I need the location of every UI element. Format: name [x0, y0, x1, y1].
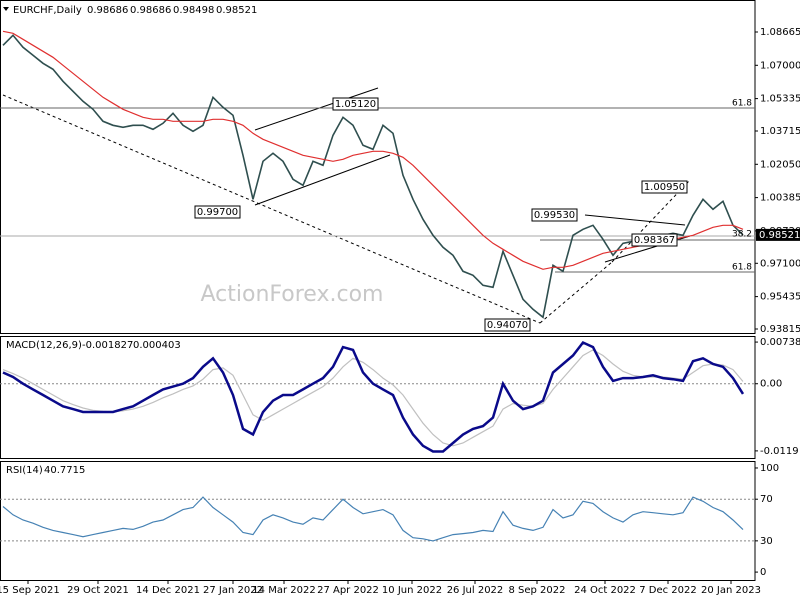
series-line [2, 340, 745, 453]
macd-title: MACD(12,26,9) [6, 340, 82, 351]
annotation-label: 1.00950 [644, 182, 685, 193]
trendline [2, 94, 541, 324]
header-value: -0.001827 [82, 340, 133, 351]
series-line [2, 34, 744, 319]
header-value: 0.98498 [173, 5, 214, 16]
x-tick-label: 15 Sep 2021 [0, 585, 60, 596]
y-tick-label: 0 [760, 567, 766, 578]
series-line [2, 30, 744, 270]
annotation-box [531, 208, 578, 222]
watermark: ActionForex.com [201, 282, 384, 307]
x-tick-label: 10 Jun 2022 [382, 585, 442, 596]
y-tick-label: 0.95435 [760, 292, 800, 303]
header-value: 0.98686 [87, 5, 128, 16]
triangle-line [584, 214, 686, 226]
annotation-label: 0.99700 [197, 207, 238, 218]
fib-label: 61.8 [732, 263, 752, 273]
annotation-box [641, 180, 688, 194]
annotation-label: 0.99530 [534, 210, 575, 221]
series-line [2, 349, 744, 447]
y-tick-label: 30 [760, 536, 773, 547]
x-tick-label: 24 Oct 2022 [574, 585, 636, 596]
rsi-panel [0, 461, 756, 581]
fib-label: 61.8 [732, 99, 752, 109]
y-tick-label: 0.97100 [760, 258, 800, 269]
header-value: 0.000403 [133, 340, 181, 351]
x-tick-label: 20 Jan 2023 [701, 585, 761, 596]
x-tick-label: 27 Jan 2022 [203, 585, 263, 596]
y-tick-label: 1.03715 [760, 126, 800, 137]
annotation-label: 1.05120 [335, 99, 376, 110]
x-tick-label: 14 Mar 2022 [252, 585, 315, 596]
annotation-label: 0.94070 [487, 320, 528, 331]
fib-label: 38.2 [732, 230, 752, 240]
y-tick-label: 1.05335 [760, 94, 800, 105]
series-line [2, 496, 744, 542]
x-tick-label: 7 Dec 2022 [639, 585, 697, 596]
symbol-title: EURCHF,Daily [13, 5, 82, 16]
x-tick-label: 26 Jul 2022 [447, 585, 504, 596]
x-tick-label: 14 Dec 2021 [136, 585, 200, 596]
y-tick-label: 0.00 [760, 379, 782, 390]
y-tick-label: 1.02050 [760, 159, 800, 170]
y-tick-label: -0.0119 [760, 446, 799, 457]
annotation-label: 0.98367 [634, 235, 675, 246]
x-tick-label: 29 Oct 2021 [67, 585, 129, 596]
annotation-box [484, 318, 531, 332]
header-icon [3, 7, 9, 11]
price-panel [0, 0, 756, 334]
header-value: 40.7715 [44, 465, 85, 476]
x-tick-label: 27 Apr 2022 [317, 585, 379, 596]
y-tick-label: 0.007384 [760, 337, 800, 348]
y-tick-label: 70 [760, 494, 773, 505]
annotation-box [332, 97, 379, 111]
x-tick-label: 8 Sep 2022 [508, 585, 565, 596]
price-tag-label: 0.98521 [759, 230, 800, 241]
y-tick-label: 1.07000 [760, 60, 800, 71]
header-value: 0.98686 [130, 5, 171, 16]
channel-line [254, 87, 379, 131]
y-tick-label: 1.00385 [760, 193, 800, 204]
y-tick-label: 100 [760, 463, 779, 474]
channel-line [254, 154, 391, 206]
header-value: 0.98521 [216, 5, 257, 16]
annotation-box [194, 205, 241, 219]
rsi-title: RSI(14) [6, 465, 43, 476]
y-tick-label: 1.08665 [760, 27, 800, 38]
y-tick-label: 0.93815 [760, 324, 800, 335]
price-tag [756, 228, 800, 241]
annotation-box [631, 233, 678, 247]
macd-panel [0, 336, 756, 459]
